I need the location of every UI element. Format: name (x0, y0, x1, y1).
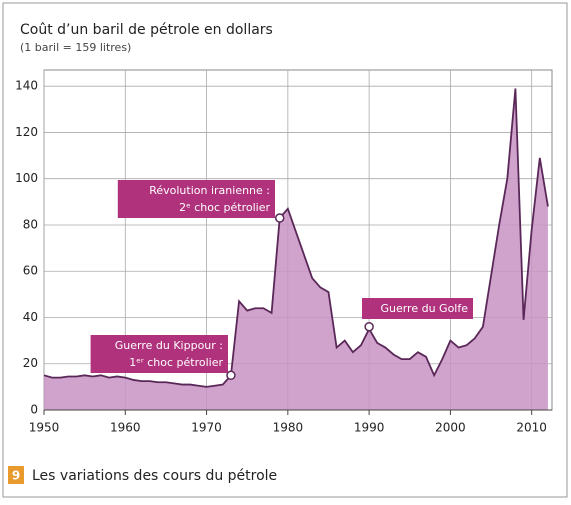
x-tick-label: 1960 (110, 421, 141, 435)
annotation-text: Révolution iranienne : (149, 184, 270, 197)
caption: Les variations des cours du pétrole (32, 468, 277, 484)
x-tick-label: 2000 (435, 421, 466, 435)
chart-title: Coût d’un baril de pétrole en dollars (20, 22, 273, 38)
y-tick-label: 0 (30, 403, 38, 417)
x-tick-label: 2010 (516, 421, 547, 435)
annotation-point (226, 370, 236, 381)
x-tick-label: 1950 (29, 421, 60, 435)
y-tick-label: 20 (23, 356, 38, 370)
y-tick-label: 140 (15, 79, 38, 93)
y-tick-label: 80 (23, 217, 38, 231)
annotation-box (90, 335, 228, 373)
annotation-text: Guerre du Kippour : (115, 339, 223, 352)
area (44, 88, 548, 410)
y-tick-label: 40 (23, 310, 38, 324)
x-tick-label: 1970 (191, 421, 222, 435)
line (43, 88, 549, 388)
y-tick-label: 60 (23, 264, 38, 278)
x-tick-label: 1980 (273, 421, 304, 435)
annotation-text: 2ᵉ choc pétrolier (179, 201, 270, 214)
y-tick-label: 120 (15, 125, 38, 139)
annotation-box (362, 298, 473, 319)
annotation-box (117, 180, 275, 218)
chart-subtitle: (1 baril = 159 litres) (20, 41, 131, 54)
x-tick-label: 1990 (354, 421, 385, 435)
annotation-text: 1ᵉʳ choc pétrolier (129, 356, 223, 369)
annotation-text: Guerre du Golfe (380, 302, 468, 315)
annotation-point (274, 213, 285, 223)
caption-badge (8, 466, 24, 484)
caption-number: 9 (12, 469, 20, 483)
annotation-point (364, 321, 374, 332)
y-tick-label: 100 (15, 171, 38, 185)
